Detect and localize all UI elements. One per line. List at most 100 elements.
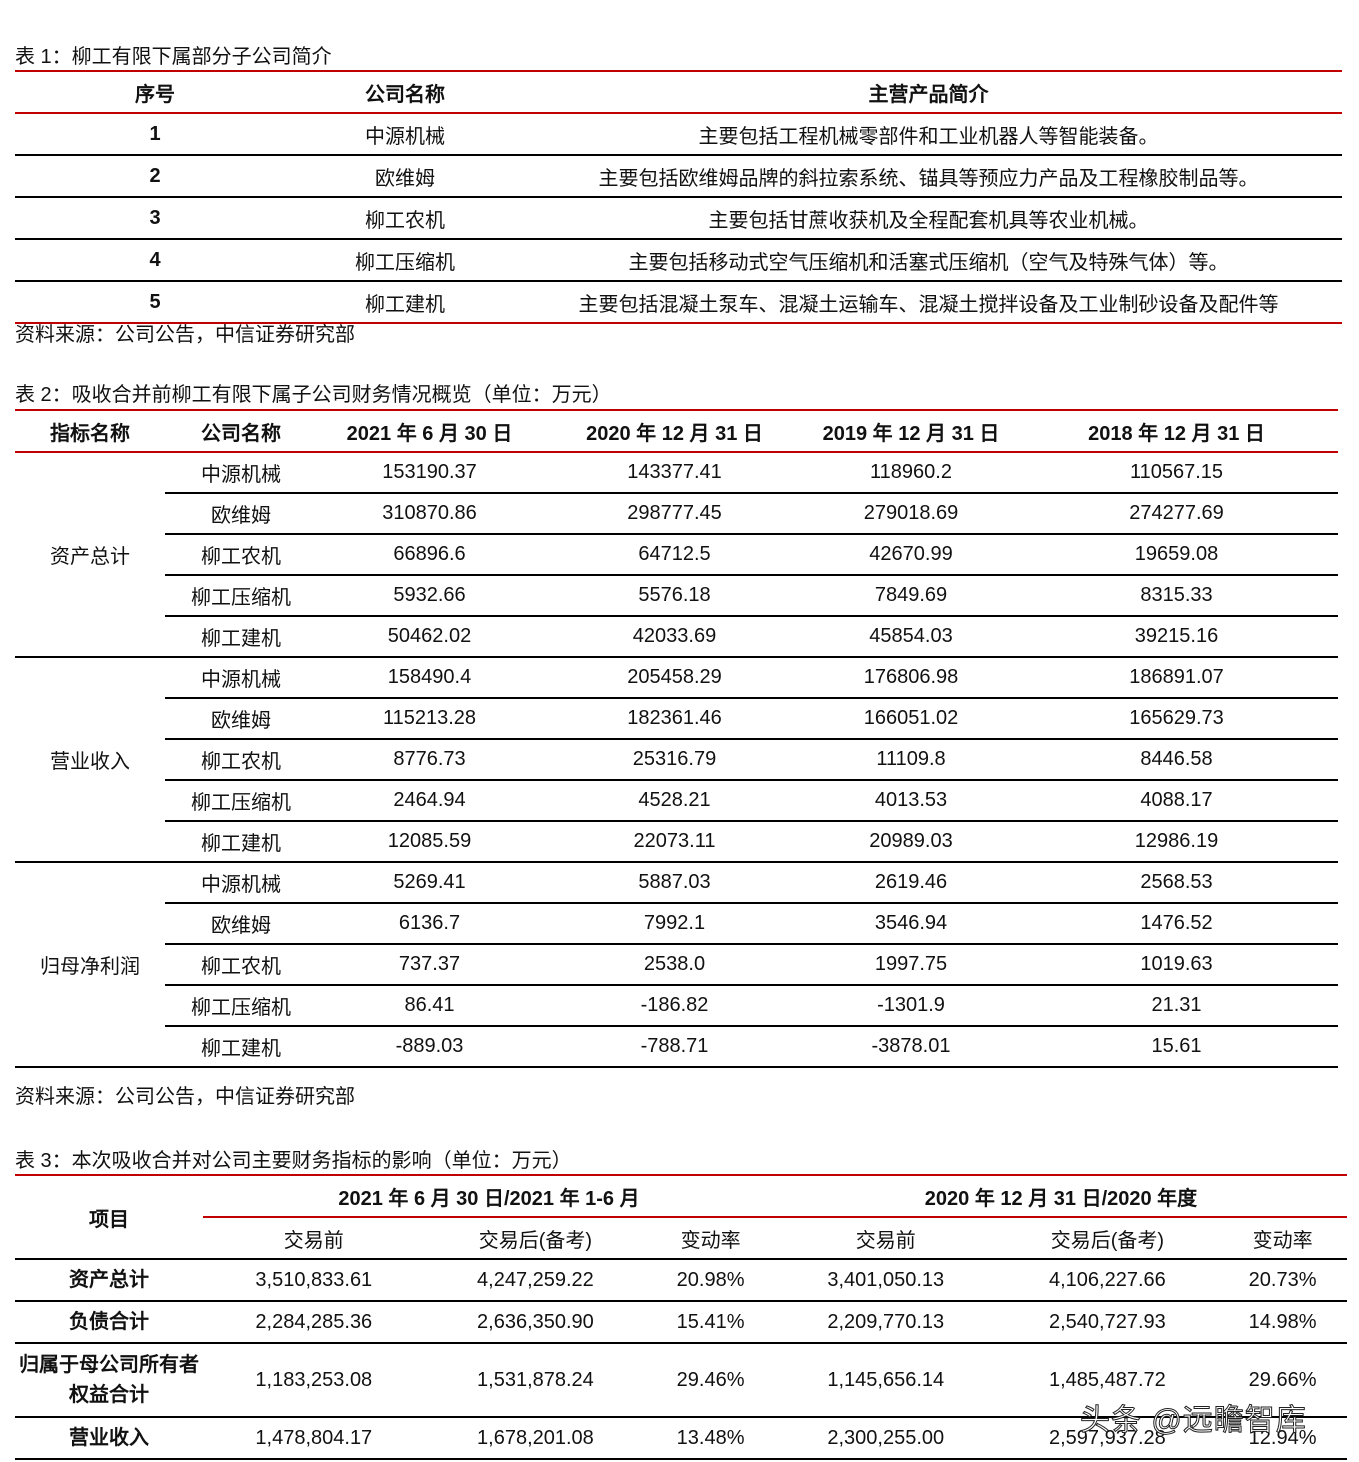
subheader: 交易后(备考) — [478, 1229, 593, 1252]
table-row: 4 柳工压缩机 主要包括移动式空气压缩机和活塞式压缩机（空气及特殊气体）等。 — [15, 239, 1342, 281]
cell: 110567.15 — [1015, 452, 1338, 494]
cell: 主要包括混凝土泵车、混凝土运输车、混凝土搅拌设备及工业制砂设备及配件等 — [578, 293, 1279, 316]
cell: 1,485,487.72 — [1048, 1368, 1166, 1391]
cell: 279018.69 — [807, 493, 1015, 535]
cell: 1,183,253.08 — [255, 1368, 373, 1391]
cell: 归属于母公司所有者权益合计 — [19, 1354, 199, 1406]
cell: 2,209,770.13 — [827, 1310, 945, 1333]
cell: 中源机械 — [365, 125, 445, 148]
cell: 2568.53 — [1015, 862, 1338, 904]
header: 2019 年 12 月 31 日 — [822, 422, 1000, 445]
cell: 主要包括移动式空气压缩机和活塞式压缩机（空气及特殊气体）等。 — [628, 251, 1229, 274]
table-row: 资产总计 中源机械 153190.37 143377.41 118960.2 110567… — [15, 452, 1338, 658]
table-row: 柳工农机 66896.6 64712.5 42670.99 19659.08 — [15, 534, 1338, 576]
cell: 主要包括甘蔗收获机及全程配套机具等农业机械。 — [708, 209, 1149, 232]
cell: 资产总计 — [69, 1269, 149, 1291]
cell: 45854.03 — [807, 616, 1015, 658]
cell: 柳工压缩机 — [355, 251, 455, 274]
cell: 205458.29 — [542, 657, 807, 699]
table-row: 资产总计 3,510,833.61 4,247,259.22 20.98% 3,401,… — [15, 1259, 1347, 1301]
cell: -186.82 — [542, 985, 807, 1027]
cell: 19659.08 — [1015, 534, 1338, 576]
cell: 4528.21 — [542, 780, 807, 822]
subheader: 变动率 — [1252, 1229, 1313, 1252]
header: 序号 — [135, 83, 175, 106]
cell: 主要包括工程机械零部件和工业机器人等智能装备。 — [698, 125, 1159, 148]
table1-caption: 表 1：柳工有限下属部分子公司简介 — [15, 46, 332, 68]
cell: 营业收入 — [69, 1427, 149, 1449]
table-row: 柳工建机 50462.02 42033.69 45854.03 39215.16 — [15, 616, 1338, 658]
cell: 29.66% — [1248, 1368, 1317, 1391]
cell: 115213.28 — [317, 698, 542, 740]
watermark: 头条 @远瞻智库 — [1080, 1404, 1307, 1438]
cell: 29.46% — [676, 1368, 745, 1391]
cell: 118960.2 — [807, 452, 1015, 494]
table3: 项目 2021 年 6 月 30 日/2021 年 1-6 月 2020 年 12 … — [15, 1174, 1347, 1460]
cell: 158490.4 — [317, 657, 542, 699]
cell: 2,597,937.28 — [1048, 1426, 1166, 1449]
cell: 2538.0 — [542, 944, 807, 986]
table-row: 1 中源机械 主要包括工程机械零部件和工业机器人等智能装备。 — [15, 113, 1342, 155]
table-row: 欧维姆 115213.28 182361.46 166051.02 165629.73 — [15, 698, 1338, 740]
cell: 欧维姆 — [165, 698, 317, 740]
group-label: 营业收入 — [15, 657, 165, 863]
cell: 2,300,255.00 — [827, 1426, 945, 1449]
table1: 序号 公司名称 主营产品简介 1 中源机械 主要包括工程机械零部件和工业机器人等智能装备… — [15, 70, 1342, 324]
table-row: 归母净利润 中源机械 5269.41 5887.03 2619.46 2568.53 — [15, 862, 1338, 1068]
cell: 3546.94 — [807, 903, 1015, 945]
cell: 柳工建机 — [165, 616, 317, 658]
cell: 21.31 — [1015, 985, 1338, 1027]
cell: 柳工建机 — [165, 1026, 317, 1068]
cell: 柳工农机 — [165, 944, 317, 986]
cell: 3,510,833.61 — [255, 1268, 373, 1291]
cell: 25316.79 — [542, 739, 807, 781]
cell: 5 — [149, 290, 161, 313]
cell: 8446.58 — [1015, 739, 1338, 781]
table1-source: 资料来源：公司公告，中信证券研究部 — [15, 324, 355, 346]
cell: -1301.9 — [807, 985, 1015, 1027]
subheader: 交易前 — [283, 1229, 344, 1252]
cell: -889.03 — [317, 1026, 542, 1068]
cell: 143377.41 — [542, 452, 807, 494]
cell: 2464.94 — [317, 780, 542, 822]
cell: 欧维姆 — [375, 167, 435, 190]
cell: 2619.46 — [807, 862, 1015, 904]
header: 2018 年 12 月 31 日 — [1088, 422, 1265, 445]
cell: 42670.99 — [807, 534, 1015, 576]
header: 2021 年 6 月 30 日 — [346, 422, 513, 445]
cell: 86.41 — [317, 985, 542, 1027]
cell: 柳工压缩机 — [165, 985, 317, 1027]
table2-source: 资料来源：公司公告，中信证券研究部 — [15, 1086, 355, 1108]
cell: 298777.45 — [542, 493, 807, 535]
cell: 12986.19 — [1015, 821, 1338, 863]
cell: 1,145,656.14 — [827, 1368, 945, 1391]
table-row: 欧维姆 310870.86 298777.45 279018.69 274277.69 — [15, 493, 1338, 535]
cell: 22073.11 — [542, 821, 807, 863]
cell: 4 — [149, 248, 161, 271]
cell: 1,678,201.08 — [477, 1426, 594, 1449]
cell: 4088.17 — [1015, 780, 1338, 822]
cell: 39215.16 — [1015, 616, 1338, 658]
table-row: 2 欧维姆 主要包括欧维姆品牌的斜拉索系统、锚具等预应力产品及工程橡胶制品等。 — [15, 155, 1342, 197]
header: 主营产品简介 — [868, 83, 989, 106]
cell: -3878.01 — [807, 1026, 1015, 1068]
table-row: 营业收入 1,478,804.17 1,678,201.08 13.48% 2,300,… — [15, 1417, 1347, 1459]
table-row: 3 柳工农机 主要包括甘蔗收获机及全程配套机具等农业机械。 — [15, 197, 1342, 239]
table-row: 柳工压缩机 5932.66 5576.18 7849.69 8315.33 — [15, 575, 1338, 617]
cell: 6136.7 — [317, 903, 542, 945]
cell: 1 — [149, 122, 161, 145]
cell: 14.98% — [1248, 1310, 1317, 1333]
cell: 8315.33 — [1015, 575, 1338, 617]
cell: 4,106,227.66 — [1048, 1268, 1166, 1291]
cell: 186891.07 — [1015, 657, 1338, 699]
cell: 66896.6 — [317, 534, 542, 576]
table-row: 营业收入 中源机械 158490.4 205458.29 176806.98 186891… — [15, 657, 1338, 863]
cell: 1476.52 — [1015, 903, 1338, 945]
cell: 5269.41 — [317, 862, 542, 904]
table2-caption: 表 2：吸收合并前柳工有限下属子公司财务情况概览（单位：万元） — [15, 384, 612, 406]
cell: 182361.46 — [542, 698, 807, 740]
cell: 737.37 — [317, 944, 542, 986]
table-row: 欧维姆 6136.7 7992.1 3546.94 1476.52 — [15, 903, 1338, 945]
table-row: 柳工压缩机 2464.94 4528.21 4013.53 4088.17 — [15, 780, 1338, 822]
table-row: 柳工建机 -889.03 -788.71 -3878.01 15.61 — [15, 1026, 1338, 1068]
